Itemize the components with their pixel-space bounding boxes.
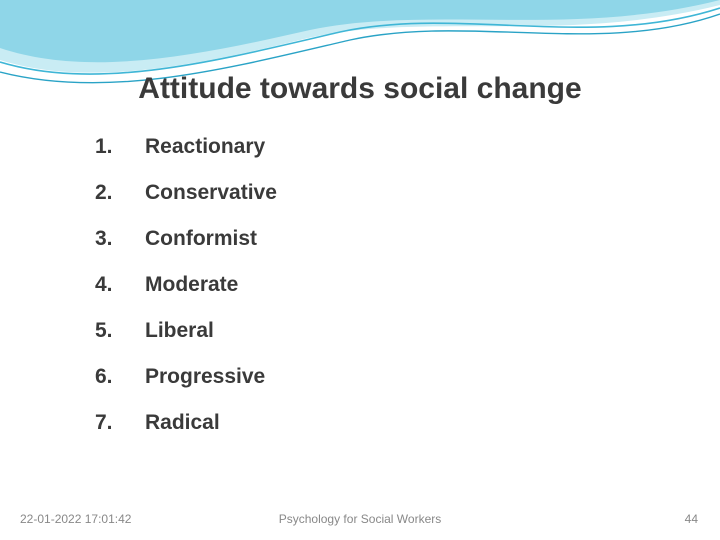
list-term: Moderate — [145, 273, 238, 297]
list-item: 6. Progressive — [95, 365, 595, 389]
list-number: 3. — [95, 227, 145, 251]
list-term: Radical — [145, 411, 220, 435]
list-number: 5. — [95, 319, 145, 343]
list-item: 1. Reactionary — [95, 135, 595, 159]
list-item: 7. Radical — [95, 411, 595, 435]
slide-title: Attitude towards social change — [0, 72, 720, 106]
list-item: 3. Conformist — [95, 227, 595, 251]
list-term: Liberal — [145, 319, 214, 343]
list-term: Conservative — [145, 181, 277, 205]
list-item: 2. Conservative — [95, 181, 595, 205]
list-item: 4. Moderate — [95, 273, 595, 297]
list-term: Progressive — [145, 365, 265, 389]
list-item: 5. Liberal — [95, 319, 595, 343]
list-number: 7. — [95, 411, 145, 435]
footer-subject: Psychology for Social Workers — [0, 512, 720, 526]
list-number: 4. — [95, 273, 145, 297]
footer-page-number: 44 — [685, 512, 698, 526]
list-term: Reactionary — [145, 135, 265, 159]
list-term: Conformist — [145, 227, 257, 251]
list-number: 6. — [95, 365, 145, 389]
list-number: 1. — [95, 135, 145, 159]
footer: 22-01-2022 17:01:42 Psychology for Socia… — [0, 506, 720, 526]
attitude-list: 1. Reactionary 2. Conservative 3. Confor… — [95, 135, 595, 457]
list-number: 2. — [95, 181, 145, 205]
